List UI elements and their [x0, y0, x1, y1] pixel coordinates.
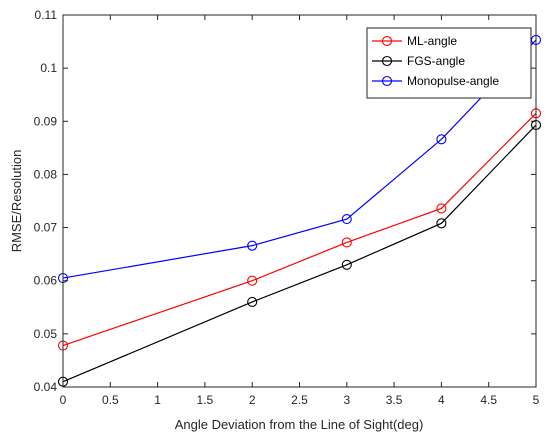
legend-marker: [381, 35, 393, 47]
legend-marker: [381, 75, 393, 87]
data-point: [436, 203, 447, 214]
y-tick-label: 0.08: [34, 167, 58, 181]
x-tick-label: 5: [533, 393, 540, 407]
legend-label: FGS-angle: [407, 54, 465, 68]
x-tick-label: 2: [249, 393, 256, 407]
x-tick-label: 1: [154, 393, 161, 407]
x-tick-label: 1.5: [197, 393, 214, 407]
legend-marker: [381, 55, 393, 67]
data-point: [247, 240, 258, 251]
y-tick-label: 0.11: [35, 8, 58, 22]
legend-item: Monopulse-angle: [372, 74, 499, 88]
y-tick-label: 0.07: [34, 221, 58, 235]
series-line: [62, 112, 537, 347]
data-point: [247, 296, 258, 308]
x-tick-label: 2.5: [291, 393, 308, 407]
data-point: [436, 218, 447, 229]
x-tick-label: 4: [438, 393, 445, 407]
y-tick-label: 0.04: [34, 380, 58, 394]
data-point: [436, 134, 447, 145]
data-point: [341, 214, 352, 225]
legend-box: [366, 27, 532, 99]
y-axis-ticks: 0.04 0.05 0.06 0.07 0.08 0.09 0.1 0.11: [34, 8, 536, 394]
series-line: [62, 39, 537, 279]
y-tick-label: 0.1: [40, 61, 57, 75]
x-tick-label: 0.5: [102, 393, 119, 407]
legend-label: Monopulse-angle: [407, 74, 499, 88]
y-tick-label: 0.05: [34, 327, 58, 341]
x-tick-label: 3: [343, 393, 350, 407]
data-point: [247, 275, 258, 286]
legend: ML-angle FGS-angle Monopulse-angle: [366, 27, 532, 99]
plot-frame: [62, 14, 537, 388]
data-point: [341, 259, 352, 270]
y-tick-label: 0.06: [34, 274, 58, 288]
x-axis-ticks: 0 0.5 1 1.5 2 2.5 3 3.5 4 4.5 5: [60, 15, 540, 407]
x-axis-label: Angle Deviation from the Line of Sight(d…: [175, 417, 424, 432]
x-tick-label: 4.5: [480, 393, 497, 407]
x-tick-label: 0: [60, 393, 67, 407]
y-tick-label: 0.09: [34, 114, 58, 128]
data-point: [341, 237, 352, 248]
x-tick-label: 3.5: [386, 393, 403, 407]
legend-item: ML-angle: [372, 34, 457, 48]
legend-label: ML-angle: [407, 34, 457, 48]
y-axis-label: RMSE/Resolution: [9, 150, 24, 253]
legend-item: FGS-angle: [372, 54, 465, 68]
series-line: [62, 124, 537, 383]
